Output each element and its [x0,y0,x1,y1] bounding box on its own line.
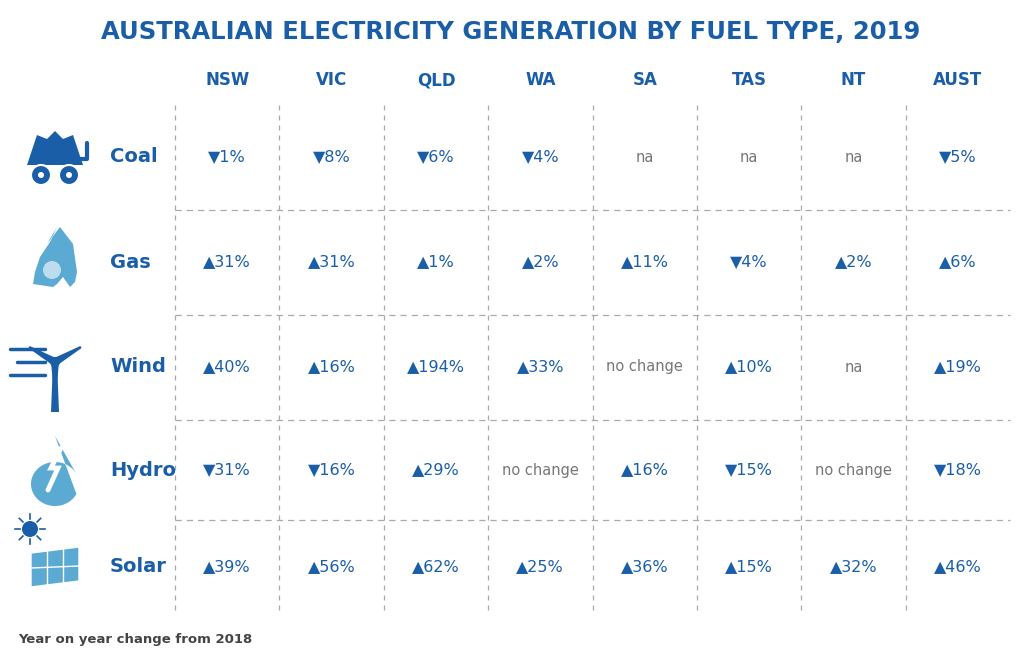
Text: ▲6%: ▲6% [939,255,977,270]
Text: TAS: TAS [732,71,766,89]
Polygon shape [29,346,57,365]
Text: Wind: Wind [110,357,166,376]
Text: QLD: QLD [417,71,455,89]
Text: ▲33%: ▲33% [516,359,564,374]
Polygon shape [31,436,77,506]
Text: ▼18%: ▼18% [934,463,982,478]
Polygon shape [33,227,77,287]
Text: Year on year change from 2018: Year on year change from 2018 [18,634,252,647]
Text: ▲19%: ▲19% [934,359,982,374]
Text: no change: no change [606,359,683,374]
Text: WA: WA [525,71,556,89]
Text: ▲194%: ▲194% [407,359,465,374]
Text: ▼4%: ▼4% [731,255,768,270]
Polygon shape [31,547,79,587]
Text: ▲31%: ▲31% [203,255,251,270]
Circle shape [22,521,38,537]
Polygon shape [33,131,77,147]
Polygon shape [27,147,83,165]
Text: ▲39%: ▲39% [203,559,251,574]
Circle shape [50,357,60,367]
Text: na: na [636,149,654,164]
Text: ▼16%: ▼16% [308,463,356,478]
Text: ▲16%: ▲16% [308,359,356,374]
Text: Solar: Solar [110,557,167,576]
Circle shape [31,165,51,185]
Circle shape [66,172,72,178]
Text: ▲2%: ▲2% [835,255,872,270]
Text: no change: no change [502,463,578,478]
Polygon shape [53,346,82,365]
Text: VIC: VIC [316,71,347,89]
Text: Hydro: Hydro [110,461,176,480]
Text: ▲62%: ▲62% [412,559,460,574]
Text: ▲46%: ▲46% [934,559,982,574]
Circle shape [43,261,61,279]
Text: ▼1%: ▼1% [208,149,246,164]
Text: na: na [740,149,758,164]
Text: ▲11%: ▲11% [620,255,668,270]
Text: AUST: AUST [933,71,982,89]
Text: na: na [844,149,863,164]
Text: Gas: Gas [110,253,151,272]
Text: ▲56%: ▲56% [308,559,356,574]
Text: na: na [844,359,863,374]
Text: NT: NT [841,71,866,89]
Text: ▲36%: ▲36% [621,559,668,574]
Text: ▲32%: ▲32% [830,559,877,574]
Text: ▲25%: ▲25% [516,559,564,574]
Text: ▼5%: ▼5% [939,149,977,164]
Text: ▼15%: ▼15% [726,463,773,478]
Text: ▼8%: ▼8% [313,149,351,164]
Text: ▲16%: ▲16% [620,463,668,478]
Text: ▼31%: ▼31% [203,463,251,478]
Text: ▲29%: ▲29% [412,463,460,478]
Text: ▲40%: ▲40% [203,359,251,374]
Circle shape [38,172,44,178]
Text: SA: SA [633,71,657,89]
Text: ▲2%: ▲2% [521,255,559,270]
Text: AUSTRALIAN ELECTRICITY GENERATION BY FUEL TYPE, 2019: AUSTRALIAN ELECTRICITY GENERATION BY FUE… [101,20,921,44]
Text: ▲10%: ▲10% [726,359,773,374]
Text: Coal: Coal [110,147,157,166]
Text: ▲31%: ▲31% [308,255,356,270]
Text: ▼4%: ▼4% [521,149,559,164]
Text: ▲15%: ▲15% [726,559,773,574]
Polygon shape [51,362,59,412]
Circle shape [59,165,79,185]
Text: ▲1%: ▲1% [417,255,455,270]
Text: no change: no change [815,463,892,478]
Text: NSW: NSW [205,71,249,89]
Text: ▼6%: ▼6% [417,149,455,164]
Polygon shape [51,362,59,392]
